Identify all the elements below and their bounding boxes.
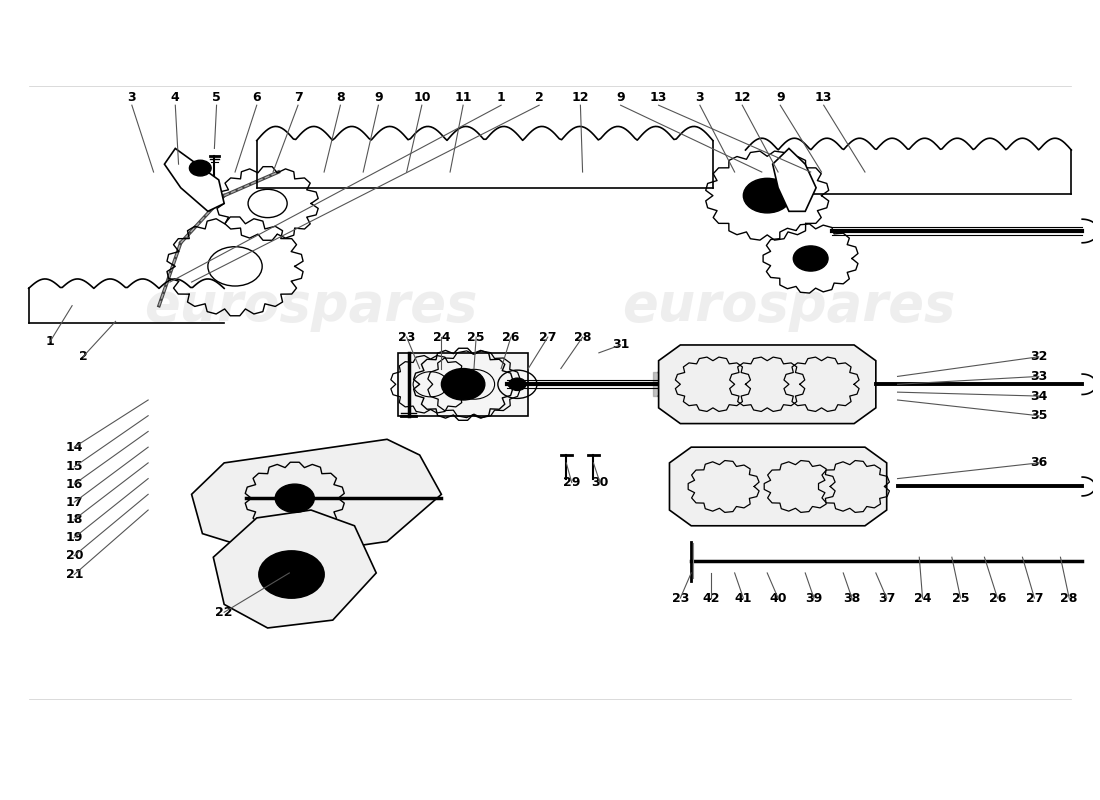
Text: 8: 8 [337,91,344,104]
PathPatch shape [191,439,441,558]
Text: 9: 9 [616,91,625,104]
Text: 24: 24 [914,592,932,605]
PathPatch shape [670,447,887,526]
Text: 11: 11 [454,91,472,104]
Text: 42: 42 [702,592,719,605]
Text: 15: 15 [66,460,82,474]
Text: 13: 13 [815,91,833,104]
Text: 18: 18 [66,513,82,526]
Circle shape [441,369,485,400]
Text: 5: 5 [212,91,221,104]
Text: 28: 28 [1060,592,1078,605]
Text: 20: 20 [66,549,82,562]
Circle shape [793,246,828,271]
Text: 27: 27 [539,330,557,344]
Text: 33: 33 [1030,370,1047,383]
Text: 9: 9 [374,91,383,104]
Text: 6: 6 [252,91,261,104]
Text: 25: 25 [468,330,485,344]
PathPatch shape [772,149,816,211]
Text: 13: 13 [650,91,668,104]
Text: 22: 22 [216,606,233,618]
Text: 40: 40 [769,592,786,605]
Text: 1: 1 [46,334,55,347]
Text: 28: 28 [574,330,592,344]
PathPatch shape [659,345,876,423]
Text: 26: 26 [989,592,1006,605]
Text: 30: 30 [592,476,608,489]
Text: 35: 35 [1030,410,1047,422]
Text: 25: 25 [952,592,969,605]
Text: 16: 16 [66,478,82,490]
Text: 27: 27 [1025,592,1043,605]
Text: 3: 3 [128,91,136,104]
Circle shape [189,160,211,176]
Text: 12: 12 [734,91,751,104]
Text: eurospares: eurospares [623,280,956,332]
Text: 38: 38 [844,592,860,605]
Text: 26: 26 [503,330,519,344]
Text: 37: 37 [878,592,895,605]
Text: 24: 24 [432,330,450,344]
Circle shape [508,378,526,390]
Text: 32: 32 [1030,350,1047,363]
Text: 14: 14 [66,441,82,454]
Circle shape [258,551,324,598]
Text: 3: 3 [695,91,704,104]
Text: 9: 9 [776,91,784,104]
Circle shape [744,178,791,213]
Circle shape [272,560,311,589]
Text: 23: 23 [398,330,416,344]
Text: 29: 29 [563,476,581,489]
Text: eurospares: eurospares [144,280,477,332]
Circle shape [275,484,315,513]
Text: 19: 19 [66,531,82,544]
Text: 2: 2 [535,91,543,104]
Text: 23: 23 [672,592,689,605]
Text: 12: 12 [572,91,590,104]
Text: 34: 34 [1030,390,1047,402]
Text: 7: 7 [294,91,302,104]
Text: 21: 21 [66,568,82,581]
Text: 1: 1 [497,91,506,104]
Text: 36: 36 [1030,456,1047,470]
Text: 31: 31 [612,338,629,351]
PathPatch shape [164,149,224,211]
Text: 41: 41 [735,592,752,605]
Text: 4: 4 [170,91,179,104]
Text: 39: 39 [805,592,823,605]
Text: 2: 2 [78,350,87,363]
PathPatch shape [213,510,376,628]
FancyBboxPatch shape [398,353,528,416]
Text: 10: 10 [414,91,430,104]
Text: 17: 17 [66,496,82,509]
